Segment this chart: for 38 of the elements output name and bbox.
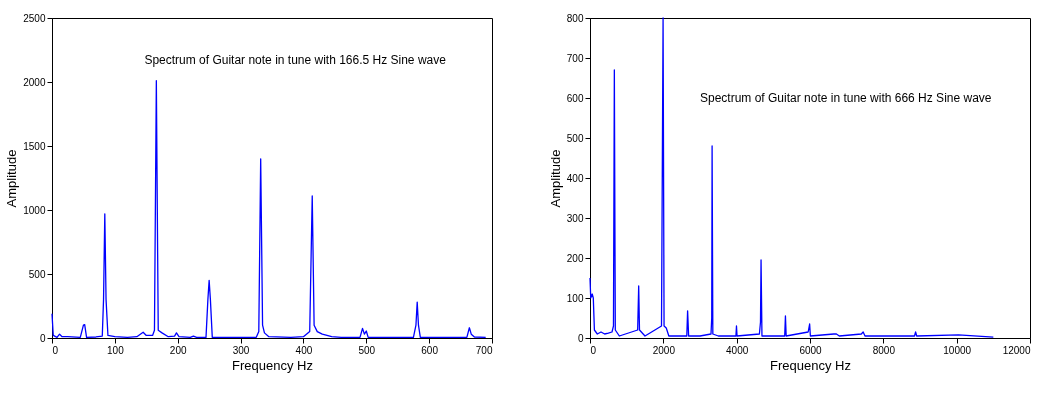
y-tick-label: 0 — [39, 332, 46, 344]
x-tick-label: 0 — [590, 344, 597, 356]
x-tick-label: 500 — [358, 344, 376, 356]
x-tick-label: 12000 — [1002, 344, 1031, 356]
y-tick-label: 1500 — [23, 140, 46, 152]
y-tick-label: 100 — [566, 292, 584, 304]
y-tick-label: 2500 — [23, 12, 46, 24]
x-tick-label: 10000 — [943, 344, 972, 356]
x-tick-label: 8000 — [872, 344, 896, 356]
y-tick-label: 1000 — [23, 204, 46, 216]
x-tick-label: 6000 — [799, 344, 823, 356]
annotation: Spectrum of Guitar note in tune with 666 Hz Sine wave — [700, 91, 992, 105]
y-tick-label: 0 — [577, 332, 584, 344]
y-tick-label: 500 — [566, 132, 584, 144]
x-axis-title: Frequency Hz — [770, 357, 851, 373]
y-tick-label: 500 — [28, 268, 46, 280]
x-tick-label: 700 — [475, 344, 493, 356]
y-tick-label: 800 — [566, 12, 584, 24]
y-tick-label: 600 — [566, 92, 584, 104]
line-series — [589, 17, 994, 338]
y-tick-label: 400 — [566, 172, 584, 184]
y-axis-title: Amplitude — [547, 149, 563, 208]
y-tick-label: 700 — [566, 52, 584, 64]
x-tick-label: 400 — [295, 344, 313, 356]
line-series — [51, 80, 487, 339]
y-tick-label: 2000 — [23, 76, 46, 88]
y-tick-label: 200 — [566, 252, 584, 264]
y-axis-title: Amplitude — [4, 149, 20, 208]
y-tick-label: 300 — [566, 212, 584, 224]
x-axis-title: Frequency Hz — [232, 357, 313, 373]
x-tick-label: 600 — [421, 344, 439, 356]
x-tick-label: 200 — [169, 344, 187, 356]
x-tick-label: 100 — [107, 344, 125, 356]
annotation: Spectrum of Guitar note in tune with 166.5 Hz Sine wave — [144, 52, 447, 67]
x-tick-label: 0 — [52, 344, 59, 356]
x-tick-label: 2000 — [652, 344, 676, 356]
x-tick-label: 4000 — [726, 344, 749, 356]
x-tick-label: 300 — [232, 344, 250, 356]
